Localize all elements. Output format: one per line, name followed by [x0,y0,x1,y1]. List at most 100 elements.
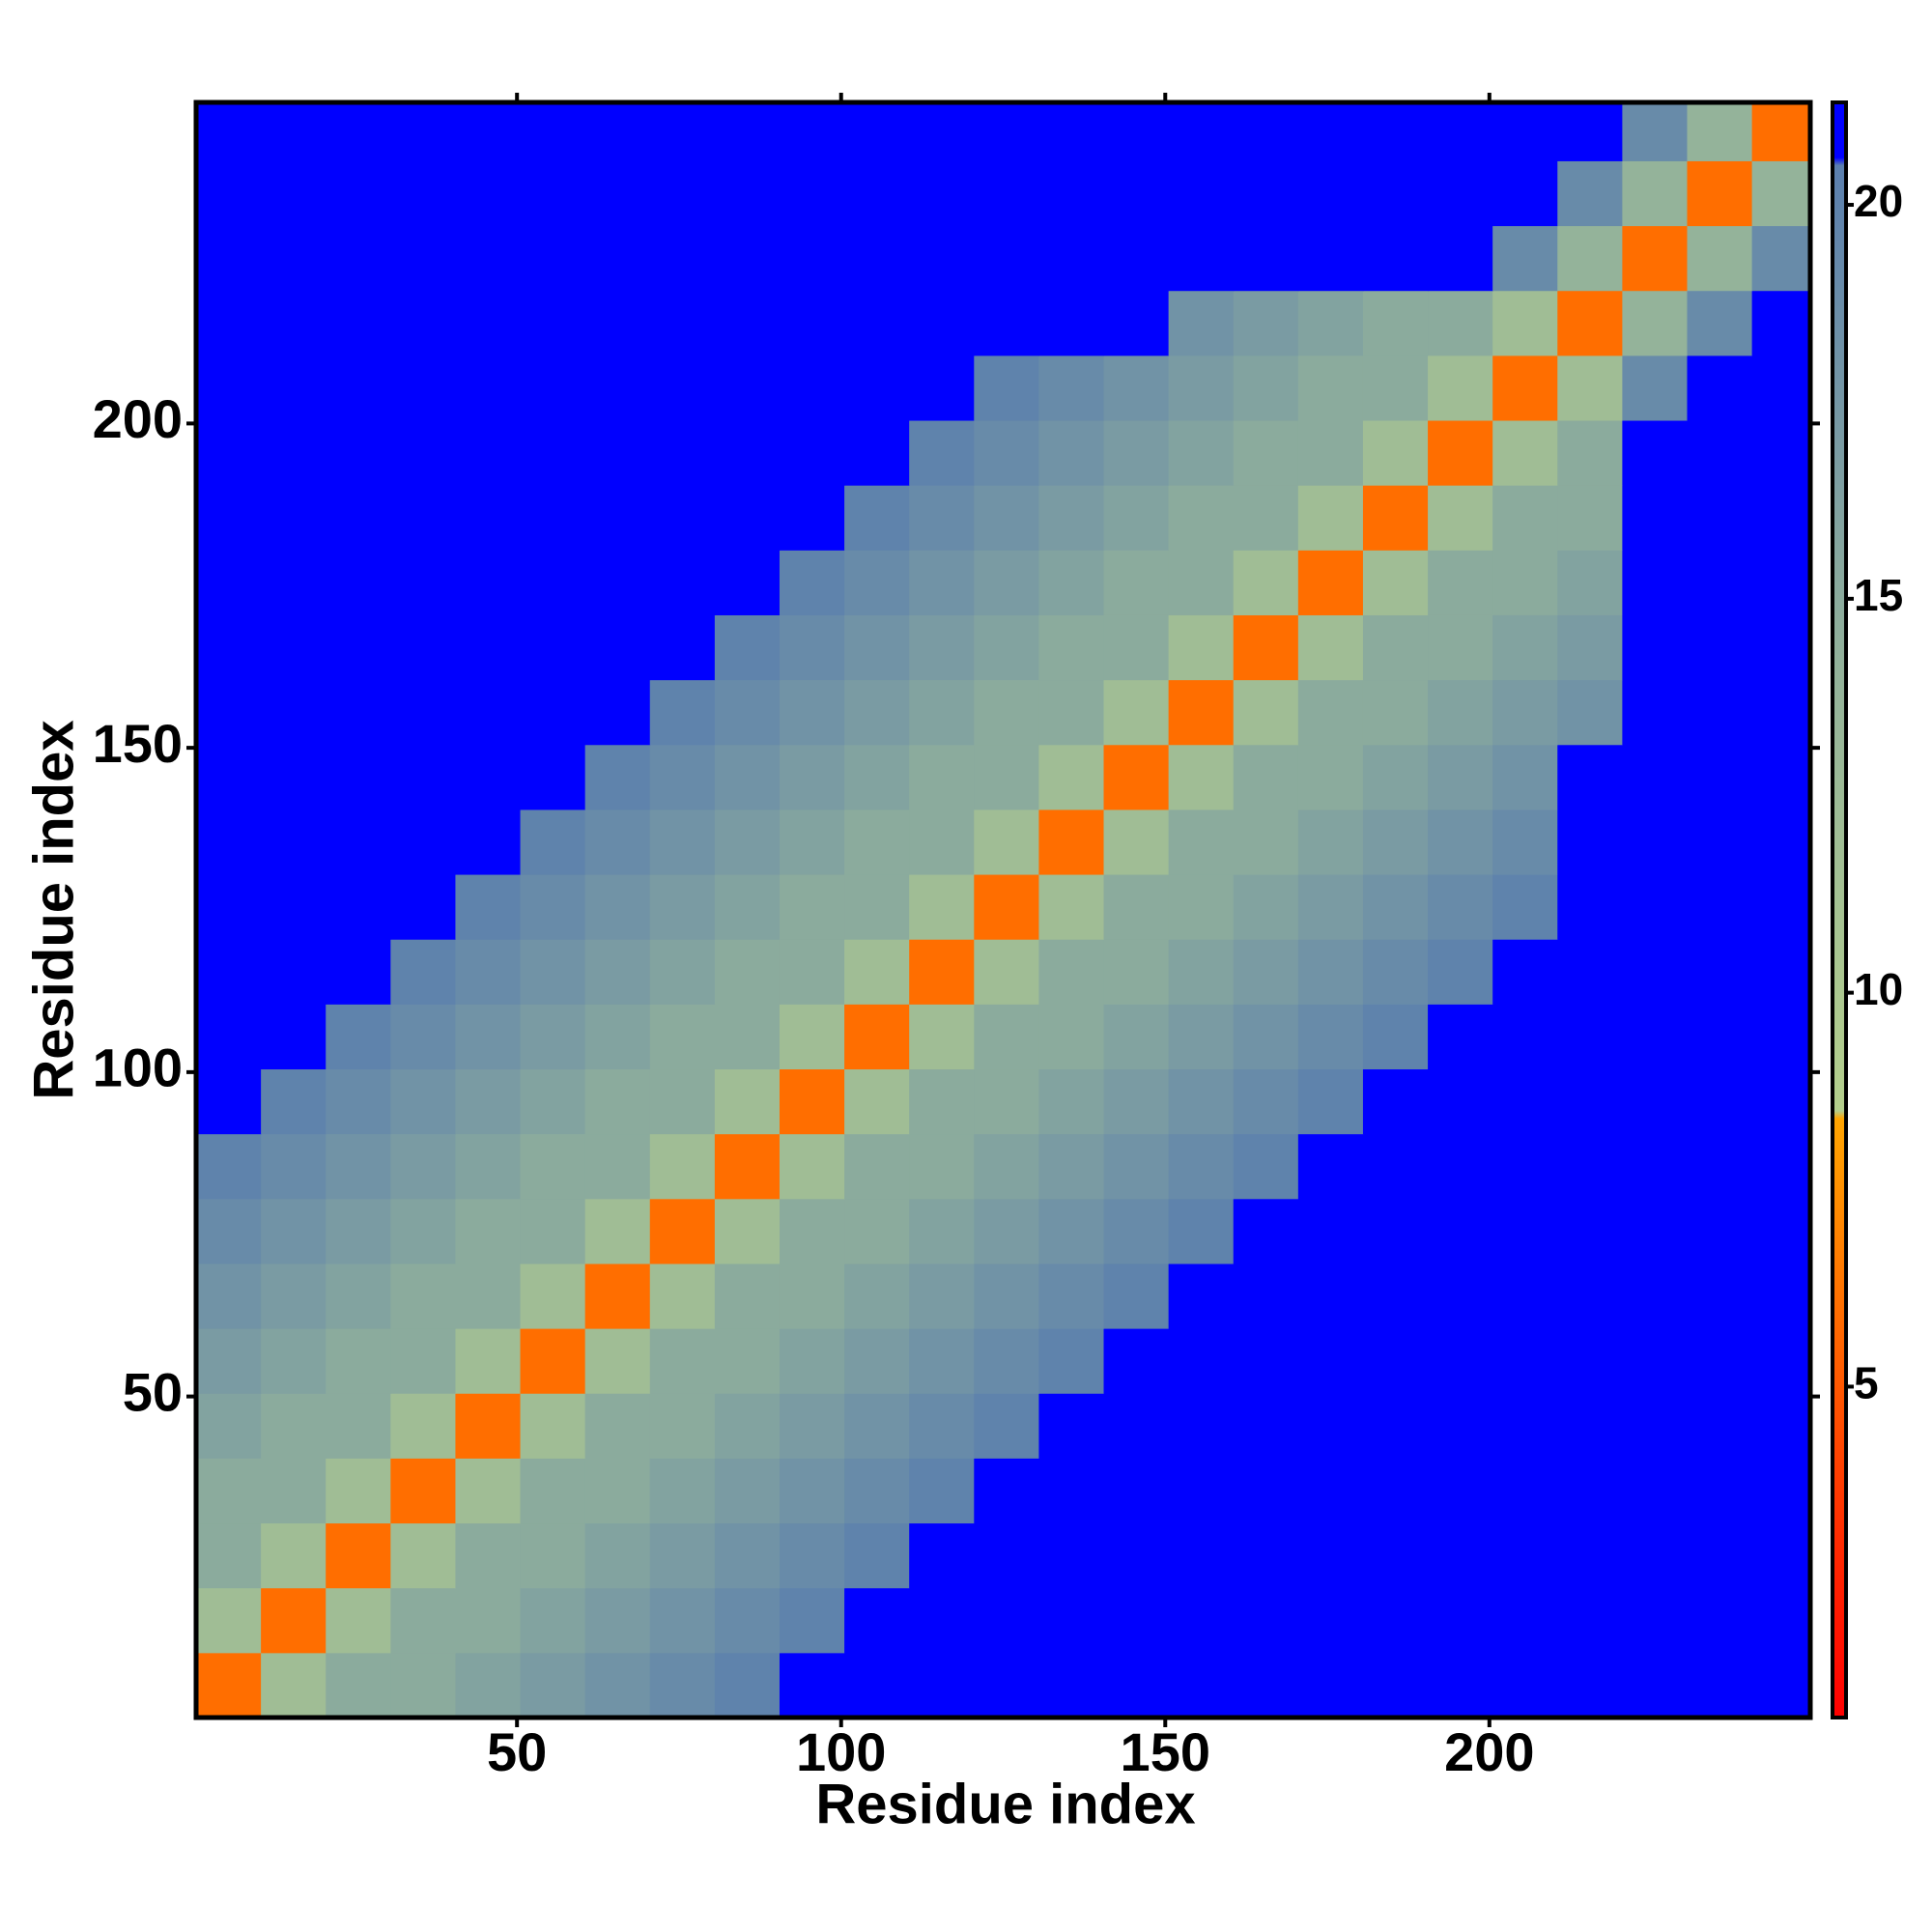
heatmap-cell [390,290,456,356]
heatmap-cell [1622,874,1688,940]
heatmap-cell [1233,1004,1299,1070]
heatmap-cell [261,420,327,486]
heatmap-cell [1233,874,1299,940]
heatmap-cell [1038,290,1105,356]
heatmap-cell [1557,1522,1623,1589]
heatmap-cell [1687,550,1753,615]
heatmap-cell [779,1522,845,1589]
heatmap-cell [1428,485,1493,551]
heatmap-cell [1168,1587,1235,1654]
heatmap-cell [1297,744,1364,810]
heatmap-cell [1622,1587,1688,1654]
heatmap-cell [390,874,456,940]
heatmap-cell [909,1068,975,1135]
heatmap-cell [1557,160,1623,227]
heatmap-cell [1103,1328,1170,1394]
heatmap-cell [584,160,651,227]
heatmap-cell [1687,102,1753,161]
heatmap-cell [520,1068,586,1135]
heatmap-cell [1622,355,1688,421]
heatmap-cell [1038,1263,1105,1329]
heatmap-cell [1428,1587,1493,1654]
heatmap-cell [1622,1068,1688,1135]
heatmap-cell [649,1263,716,1329]
heatmap-cell [844,1198,910,1264]
heatmap-cell [1557,1652,1623,1719]
heatmap-cell [520,1458,586,1524]
heatmap-cell [1233,1587,1299,1654]
heatmap-cell [1038,1458,1105,1524]
heatmap-cell [261,550,327,615]
heatmap-cell [584,809,651,875]
heatmap-cell [1168,1004,1235,1070]
heatmap-cell [649,1587,716,1654]
heatmap-cell [1297,550,1364,615]
heatmap-cell [1751,939,1811,1005]
heatmap-cell [1038,809,1105,875]
heatmap-cell [1038,1004,1105,1070]
heatmap-cell [1622,1393,1688,1459]
heatmap-cell [1233,1263,1299,1329]
heatmap-cell [909,1393,975,1459]
heatmap-cell [1751,1133,1811,1200]
heatmap-cell [649,939,716,1005]
heatmap-cell [1622,160,1688,227]
heatmap-cell [649,1133,716,1200]
heatmap-cell [390,485,456,551]
heatmap-cell [974,485,1039,551]
heatmap-cell [261,874,327,940]
heatmap-cell [1428,290,1493,356]
heatmap-cell [1622,744,1688,810]
heatmap-cell [649,290,716,356]
heatmap-cell [779,355,845,421]
heatmap-cell [390,939,456,1005]
heatmap-cell [1233,102,1299,161]
heatmap-cell [779,420,845,486]
heatmap-cell [261,225,327,292]
heatmap-cell [649,550,716,615]
heatmap-cell [1362,1522,1429,1589]
heatmap-cell [1557,874,1623,940]
heatmap-cell [714,874,781,940]
heatmap-cell [649,1522,716,1589]
heatmap-cell [1297,1198,1364,1264]
heatmap-cell [1557,550,1623,615]
heatmap-cell [1557,1328,1623,1394]
heatmap-cell [1297,485,1364,551]
heatmap-cell [520,290,586,356]
heatmap-cell [779,874,845,940]
heatmap-cell [390,1263,456,1329]
heatmap-cell [649,1328,716,1394]
heatmap-cell [1103,355,1170,421]
heatmap-cell [326,160,391,227]
heatmap-cell [1557,1004,1623,1070]
heatmap-cell [196,1198,262,1264]
heatmap-cell [909,102,975,161]
heatmap-cell [455,679,522,746]
heatmap-cell [1297,874,1364,940]
heatmap-cell [909,744,975,810]
heatmap-cell [584,550,651,615]
heatmap-cell [1751,1328,1811,1394]
heatmap-cell [844,1328,910,1394]
heatmap-cell [974,1198,1039,1264]
heatmap-cell [909,420,975,486]
heatmap-cell [1687,420,1753,486]
heatmap-cell [649,1198,716,1264]
heatmap-cell [1362,290,1429,356]
heatmap-cell [1362,550,1429,615]
heatmap-cell [196,614,262,681]
heatmap-cell [714,550,781,615]
heatmap-cell [1168,1328,1235,1394]
heatmap-cell [909,1004,975,1070]
heatmap-cell [261,1198,327,1264]
heatmap-cell [1103,102,1170,161]
heatmap-cell [1751,102,1811,161]
heatmap-cell [649,355,716,421]
heatmap-cell [1362,614,1429,681]
heatmap-cell [1038,614,1105,681]
colorbar-tick-label: 10 [1854,964,1903,1014]
heatmap-cell [649,679,716,746]
heatmap-cell [455,1587,522,1654]
